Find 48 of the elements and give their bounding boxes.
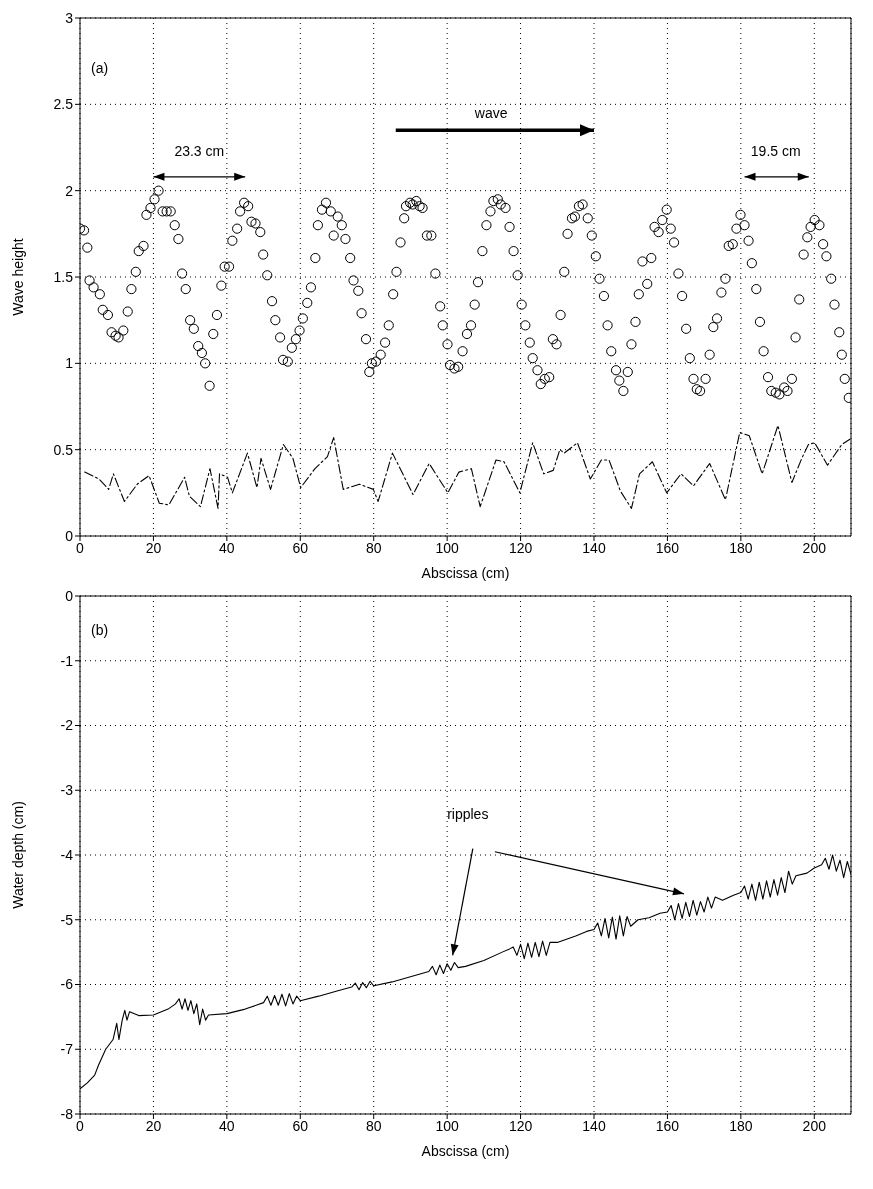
y-tick-label: 1.5 [53,268,74,285]
x-tick-label: 180 [729,539,753,556]
x-tick-label: 60 [292,1117,309,1134]
x-tick-label: 200 [802,539,827,556]
y-tick-label: 0 [65,587,74,604]
x-tick-label: 80 [365,1117,382,1134]
y-tick-label: 1 [65,355,74,372]
x-axis-title: Abscissa (cm) [421,565,510,581]
y-tick-label: 0 [65,527,74,544]
x-tick-label: 100 [435,539,460,556]
x-tick-label: 140 [582,1117,606,1134]
x-tick-label: 0 [76,1117,85,1134]
x-tick-label: 100 [435,1117,460,1134]
annotation: (b) [91,621,109,638]
y-tick-label: -4 [60,846,74,863]
x-tick-label: 160 [655,539,680,556]
x-tick-label: 40 [219,1117,235,1134]
y-tick-label: -2 [60,717,74,734]
x-tick-label: 160 [655,1117,680,1134]
x-tick-label: 60 [292,539,309,556]
y-tick-label: 2 [65,182,74,199]
y-axis-title: Wave height [9,238,26,316]
annotation: wave [473,105,508,122]
x-tick-label: 0 [76,539,85,556]
x-tick-label: 80 [365,539,382,556]
x-axis-title: Abscissa (cm) [421,1143,510,1159]
annotation: (a) [91,60,109,77]
y-tick-label: 3 [65,9,74,26]
y-tick-label: -5 [60,911,74,928]
x-tick-label: 140 [582,539,606,556]
x-tick-label: 120 [508,539,533,556]
annotation: 23.3 cm [174,143,225,160]
x-tick-label: 180 [729,1117,753,1134]
y-tick-label: 0.5 [53,441,74,458]
y-tick-label: -6 [60,976,74,993]
y-tick-label: -3 [60,782,74,799]
annotation: 19.5 cm [750,143,801,160]
x-tick-label: 200 [802,1117,827,1134]
y-axis-title: Water depth (cm) [9,801,26,909]
y-tick-label: -8 [60,1105,74,1122]
y-tick-label: 2.5 [53,96,74,113]
x-tick-label: 20 [145,539,162,556]
x-tick-label: 20 [145,1117,162,1134]
y-tick-label: -1 [60,652,74,669]
annotation: ripples [447,806,489,823]
x-tick-label: 40 [219,539,235,556]
y-tick-label: -7 [60,1041,74,1058]
x-tick-label: 120 [508,1117,533,1134]
